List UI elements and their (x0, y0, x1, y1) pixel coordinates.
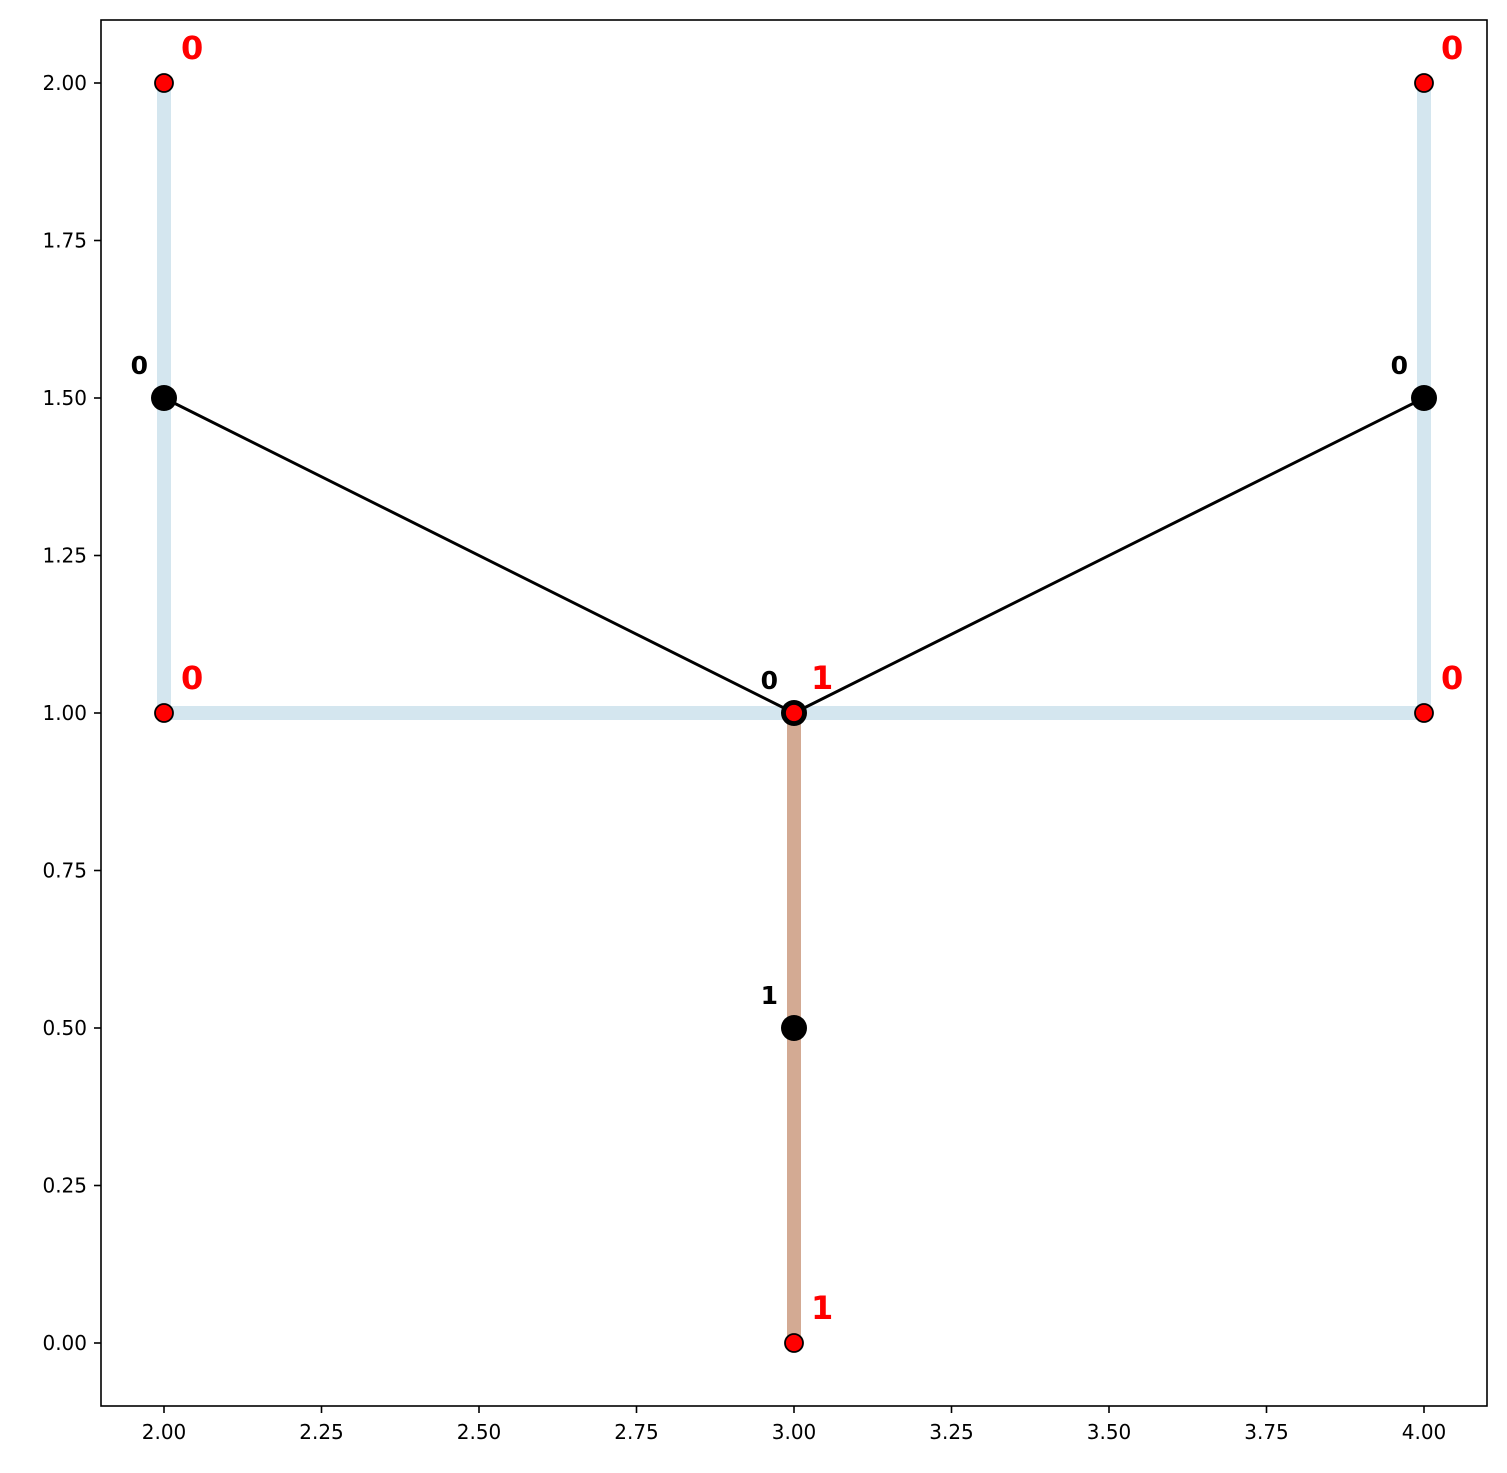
red-point-1 (1414, 73, 1434, 93)
node-labels: 0 0 0 1 (131, 351, 1408, 1010)
red-point-0 (154, 73, 174, 93)
x-axis: 2.00 2.25 2.50 2.75 3.00 3.25 3.50 3.75 4.00 (142, 1406, 1447, 1444)
x-tick-label-1: 2.25 (299, 1420, 344, 1444)
x-tick-label-8: 4.00 (1402, 1420, 1447, 1444)
data-points (154, 73, 1434, 1353)
red-point-3 (1414, 703, 1434, 723)
y-tick-label-6: 1.50 (42, 386, 87, 410)
y-tick-label-2: 0.50 (42, 1016, 87, 1040)
red-point-label-1: 0 (1441, 29, 1463, 67)
y-tick-label-7: 1.75 (42, 229, 87, 253)
y-tick-label-0: 0.00 (42, 1331, 87, 1355)
red-point-label-0: 0 (181, 29, 203, 67)
black-node-1 (1411, 385, 1437, 411)
black-node-label-0: 0 (131, 351, 148, 380)
red-point-2 (154, 703, 174, 723)
y-tick-label-3: 0.75 (42, 859, 87, 883)
x-tick-label-3: 2.75 (614, 1420, 659, 1444)
connection-edge-1 (793, 396, 1425, 715)
red-point-5 (784, 1333, 804, 1353)
y-tick-label-1: 0.25 (42, 1174, 87, 1198)
black-node-3 (781, 1015, 807, 1041)
y-tick-label-4: 1.00 (42, 701, 87, 725)
black-node-label-2: 0 (761, 666, 778, 695)
y-tick-label-5: 1.25 (42, 544, 87, 568)
red-point-label-2: 0 (181, 659, 203, 697)
red-point-label-5: 1 (811, 1289, 833, 1327)
x-tick-label-6: 3.50 (1087, 1420, 1132, 1444)
black-node-label-3: 1 (761, 981, 778, 1010)
black-node-label-1: 0 (1391, 351, 1408, 380)
red-point-label-3: 0 (1441, 659, 1463, 697)
x-tick-label-0: 2.00 (142, 1420, 187, 1444)
x-tick-label-4: 3.00 (772, 1420, 817, 1444)
y-axis: 0.00 0.25 0.50 0.75 1.00 1.25 1.50 1.75 2.00 (42, 71, 101, 1355)
connection-edge-0 (163, 396, 795, 715)
black-node-0 (151, 385, 177, 411)
red-point-label-4: 1 (811, 659, 833, 697)
connection-edges (163, 396, 1425, 715)
y-tick-label-8: 2.00 (42, 71, 87, 95)
point-labels: 0 0 0 0 1 1 (181, 29, 1463, 1327)
x-tick-label-2: 2.50 (457, 1420, 502, 1444)
x-tick-label-5: 3.25 (929, 1420, 974, 1444)
x-tick-label-7: 3.75 (1244, 1420, 1289, 1444)
red-point-4 (784, 703, 804, 723)
